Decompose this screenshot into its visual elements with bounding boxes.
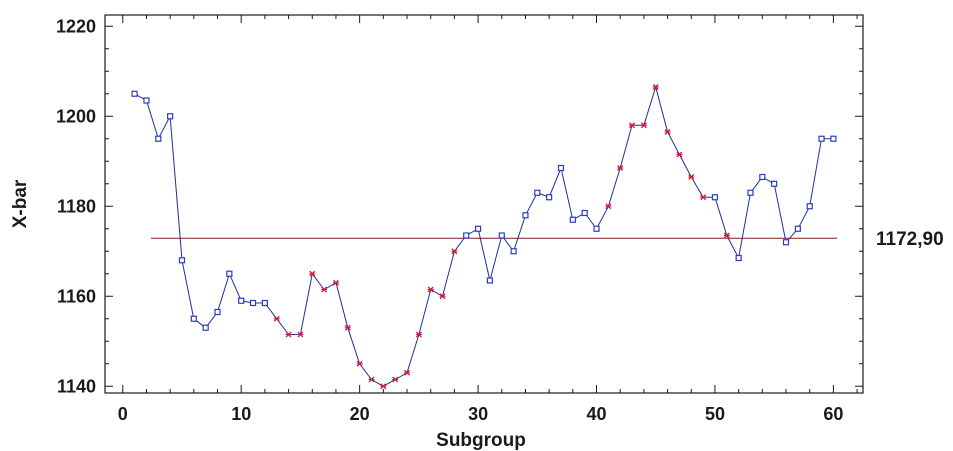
data-point-flagged xyxy=(676,151,683,158)
data-point xyxy=(498,232,505,239)
data-point xyxy=(474,225,482,232)
data-point-flagged xyxy=(439,293,446,300)
data-point xyxy=(771,180,778,187)
data-point xyxy=(486,277,494,284)
data-point xyxy=(155,135,162,142)
data-point-flagged xyxy=(344,324,351,331)
data-point-flagged xyxy=(629,122,636,129)
data-markers xyxy=(131,84,837,390)
data-point xyxy=(249,299,257,307)
data-point xyxy=(202,324,209,331)
data-point xyxy=(226,270,233,277)
data-point-flagged xyxy=(700,194,707,201)
data-point xyxy=(593,225,600,232)
data-point xyxy=(167,113,174,120)
x-tick-label: 10 xyxy=(231,404,251,424)
y-tick-label: 1140 xyxy=(57,376,96,396)
data-point xyxy=(463,232,470,239)
data-point xyxy=(830,135,837,142)
data-point-flagged xyxy=(356,360,363,367)
data-point xyxy=(534,189,541,196)
data-point-flagged xyxy=(392,376,399,383)
data-point-flagged xyxy=(451,248,458,255)
x-tick-label: 60 xyxy=(823,404,843,424)
data-point-flagged xyxy=(605,203,612,210)
data-point xyxy=(581,209,588,217)
data-point-flagged xyxy=(321,286,328,293)
axis-ticks xyxy=(105,15,863,393)
data-point-flagged xyxy=(332,279,339,286)
data-point xyxy=(735,254,742,262)
y-tick-label: 1160 xyxy=(57,286,96,306)
data-point-flagged xyxy=(664,129,671,135)
data-point-flagged xyxy=(285,331,292,338)
data-point xyxy=(238,297,245,304)
data-point xyxy=(759,173,766,181)
y-axis-title: X-bar xyxy=(10,179,31,228)
data-point xyxy=(806,203,813,210)
data-point xyxy=(131,90,138,97)
data-point xyxy=(747,189,754,196)
data-point xyxy=(711,194,719,201)
data-point xyxy=(522,212,529,219)
data-point xyxy=(261,299,268,307)
y-tick-label: 1180 xyxy=(57,196,96,216)
data-point xyxy=(569,216,576,223)
data-point-flagged xyxy=(415,331,422,338)
data-point-flagged xyxy=(309,270,316,277)
x-tick-label: 0 xyxy=(118,404,128,424)
tick-labels: 0 10 20 30 40 50 60 1140 1160 1180 1200 1220 xyxy=(56,16,843,424)
data-point xyxy=(178,257,186,264)
plot-frame xyxy=(104,14,864,394)
data-point xyxy=(818,135,825,142)
data-point xyxy=(782,239,790,246)
data-point-flagged xyxy=(617,165,624,171)
x-tick-label: 50 xyxy=(705,404,725,424)
data-point-flagged xyxy=(297,331,304,338)
x-axis-title: Subgroup xyxy=(436,430,526,451)
x-tick-label: 30 xyxy=(468,404,488,424)
data-point-flagged xyxy=(652,84,659,90)
data-point-flagged xyxy=(723,232,730,239)
data-point-flagged xyxy=(688,174,695,180)
data-point xyxy=(214,308,221,316)
data-point-flagged xyxy=(273,315,280,322)
data-point xyxy=(190,315,197,322)
data-point-flagged xyxy=(427,286,434,293)
center-line-label: 1172,90 xyxy=(876,229,944,250)
y-tick-label: 1220 xyxy=(56,16,96,36)
x-tick-label: 20 xyxy=(350,404,370,424)
data-point-flagged xyxy=(640,122,647,129)
data-point xyxy=(557,164,565,172)
data-point xyxy=(143,97,150,104)
data-point xyxy=(510,248,517,255)
data-point-flagged xyxy=(380,383,387,390)
data-point-flagged xyxy=(404,369,411,376)
data-point-flagged xyxy=(368,376,375,383)
y-tick-label: 1200 xyxy=(56,106,96,126)
x-tick-label: 40 xyxy=(587,404,607,424)
data-point xyxy=(794,225,801,232)
data-point xyxy=(546,194,553,201)
